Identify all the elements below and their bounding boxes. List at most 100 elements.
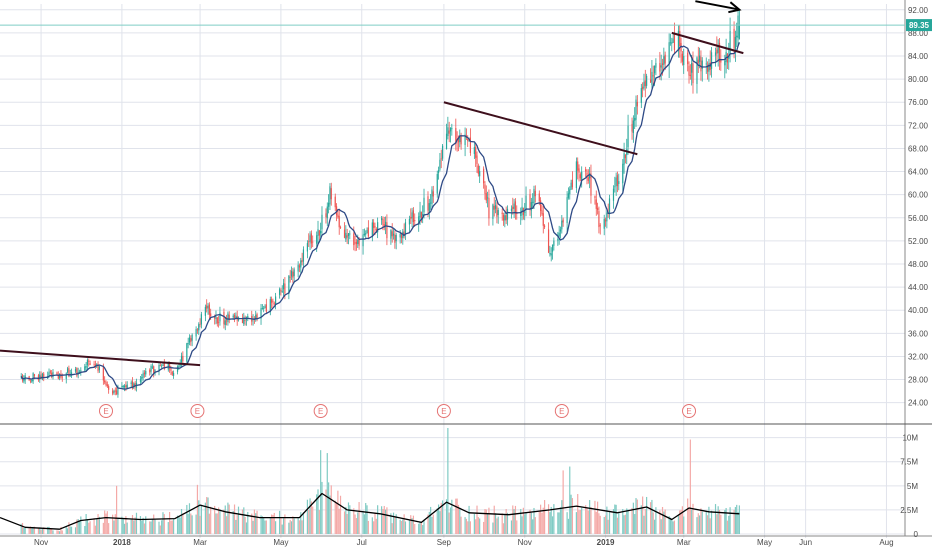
- price-tick-label: 80.00: [908, 75, 929, 84]
- volume-bar: [302, 512, 305, 534]
- candle-body: [98, 366, 100, 371]
- volume-bar: [586, 508, 588, 534]
- price-tick-label: 48.00: [908, 260, 929, 269]
- volume-bar: [566, 512, 568, 534]
- candle-body: [52, 371, 54, 377]
- volume-bar: [567, 518, 570, 534]
- volume-bar: [668, 516, 670, 534]
- volume-bar: [113, 520, 115, 534]
- trendline: [0, 349, 201, 367]
- candle-body: [134, 383, 136, 387]
- candle-body: [734, 36, 736, 51]
- last-price-badge: [906, 19, 932, 32]
- candle-body: [354, 242, 356, 244]
- volume-bar: [98, 516, 100, 534]
- candle-body: [599, 225, 601, 227]
- candle-body: [215, 316, 217, 319]
- candle-body: [390, 229, 392, 239]
- volume-bar: [570, 494, 572, 534]
- volume-bar: [595, 511, 597, 534]
- candle-body: [427, 196, 429, 211]
- candle-body: [39, 374, 41, 380]
- volume-bar: [728, 515, 730, 534]
- volume-bar: [697, 513, 699, 534]
- candle-body: [485, 193, 487, 201]
- price-axis: 24.00 28.00 32.00 36.00 40.00 44.00 48.00 52.00…: [906, 6, 932, 408]
- volume-bar: [581, 507, 583, 534]
- volume-axis: 0 2.5M 5M 7.5M 10M: [900, 434, 918, 539]
- volume-bar: [513, 509, 515, 534]
- trendline: [671, 31, 744, 55]
- volume-bar: [112, 514, 114, 534]
- candle-body: [308, 241, 310, 243]
- candle-body: [618, 181, 620, 185]
- candle-body: [272, 301, 274, 303]
- candle-body: [614, 186, 616, 188]
- volume-bar: [227, 502, 229, 534]
- candle-body: [437, 170, 440, 173]
- volume-bar: [269, 517, 271, 534]
- candle-body: [502, 215, 505, 221]
- volume-bar: [293, 518, 295, 534]
- candle-body: [122, 385, 124, 388]
- volume-bar: [233, 504, 236, 534]
- volume-bar: [476, 505, 478, 534]
- volume-bar: [288, 522, 290, 534]
- volume-bar: [400, 520, 403, 534]
- volume-bar: [316, 494, 318, 534]
- volume-bar: [349, 505, 351, 534]
- candle-body: [653, 65, 656, 74]
- grid-lines: [0, 0, 932, 538]
- volume-bar: [355, 518, 358, 534]
- candle-body: [281, 290, 283, 292]
- candle-body: [33, 374, 36, 377]
- volume-bar: [317, 489, 319, 534]
- volume-bar: [200, 504, 203, 534]
- candle-body: [505, 214, 507, 221]
- volume-bar: [562, 470, 564, 534]
- volume-bar: [178, 516, 180, 534]
- candle-body: [469, 137, 471, 153]
- candle-body: [199, 323, 201, 325]
- candle-body: [85, 365, 87, 368]
- candle-body: [74, 369, 77, 372]
- candle-body: [660, 65, 662, 68]
- volume-bar: [208, 513, 210, 534]
- volume-bar: [459, 507, 461, 534]
- candle-body: [655, 63, 657, 68]
- candle-body: [428, 203, 430, 212]
- candle-body: [418, 216, 420, 224]
- time-tick-label: Nov: [518, 538, 532, 547]
- candle-body: [510, 208, 513, 212]
- volume-bar: [520, 508, 522, 534]
- candle-body: [265, 304, 267, 312]
- volume-bar: [705, 511, 707, 534]
- candle-body: [228, 314, 230, 320]
- candle-body: [131, 381, 134, 389]
- volume-bar: [96, 518, 98, 534]
- candle-body: [700, 57, 702, 72]
- volume-bar: [631, 507, 633, 534]
- volume-bar: [623, 515, 625, 534]
- volume-bar: [399, 519, 401, 534]
- candle-body: [89, 363, 91, 365]
- volume-bar: [247, 511, 249, 534]
- time-tick-label: Sep: [437, 538, 452, 547]
- volume-bar: [347, 502, 350, 534]
- candle-body: [275, 296, 277, 305]
- candle-body: [487, 197, 489, 199]
- volume-bar: [78, 520, 81, 534]
- volume-bar: [671, 519, 673, 534]
- candle-body: [186, 343, 188, 362]
- volume-bar: [149, 521, 151, 534]
- volume-bar: [615, 504, 617, 534]
- candle-body: [233, 315, 236, 319]
- volume-bar: [49, 528, 51, 534]
- candle-body: [646, 75, 648, 86]
- candle-body: [589, 173, 591, 179]
- volume-bar: [521, 516, 523, 534]
- volume-bar: [579, 509, 581, 534]
- candle-body: [594, 196, 596, 198]
- volume-bar: [390, 513, 392, 534]
- volume-bar: [97, 514, 99, 534]
